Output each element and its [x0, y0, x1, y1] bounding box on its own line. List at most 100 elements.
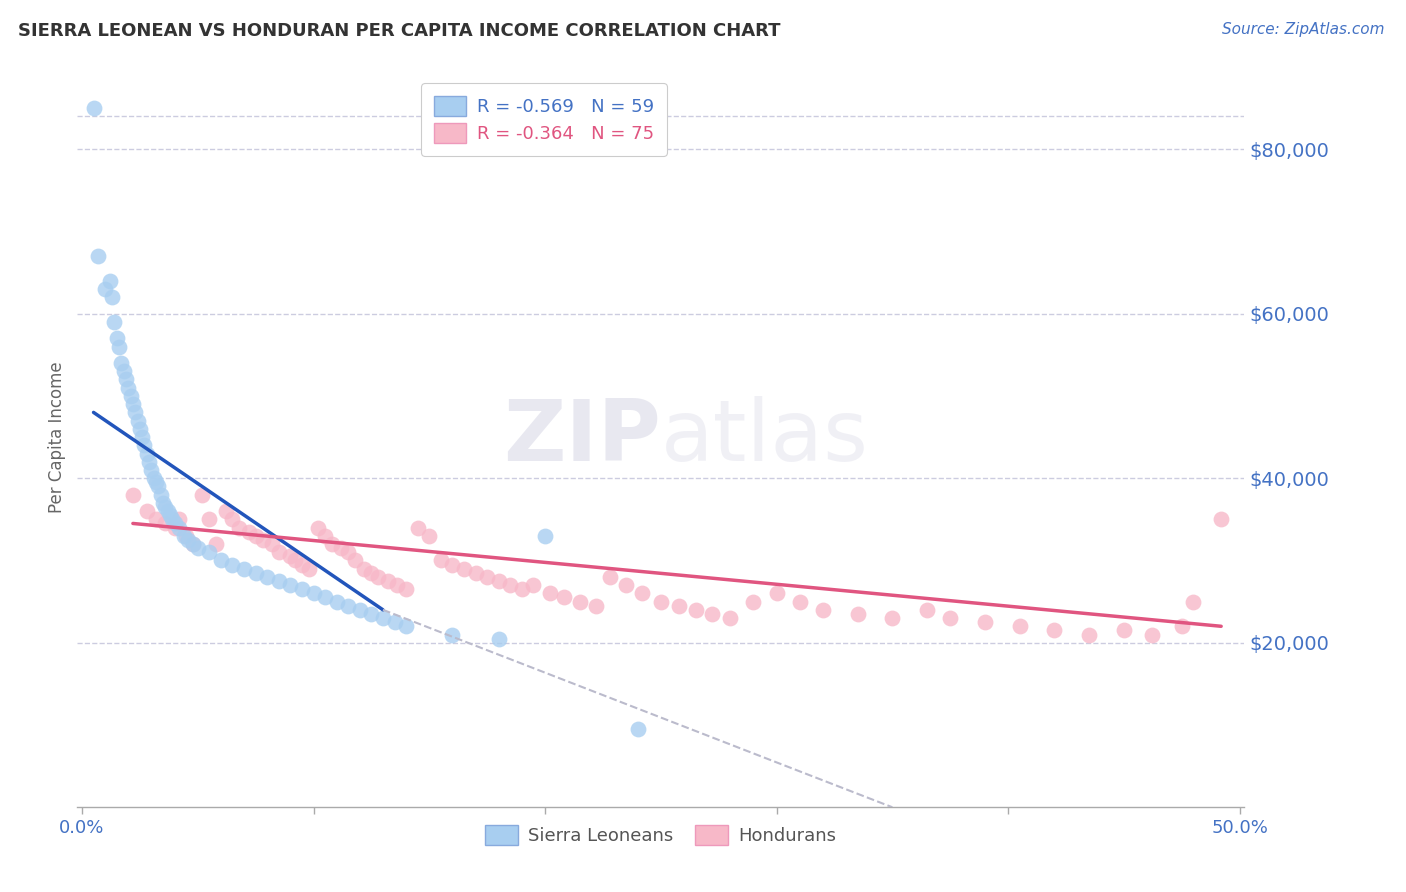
Point: [499, 578, 522, 592]
Point: [939, 611, 962, 625]
Point: [553, 591, 575, 605]
Point: [198, 545, 221, 559]
Point: [280, 549, 302, 564]
Point: [177, 533, 200, 547]
Point: [252, 533, 274, 547]
Point: [1078, 627, 1101, 641]
Point: [330, 541, 353, 555]
Point: [131, 430, 153, 444]
Point: [718, 611, 741, 625]
Point: [360, 607, 382, 621]
Point: [325, 594, 347, 608]
Point: [846, 607, 869, 621]
Point: [122, 397, 145, 411]
Point: [233, 562, 256, 576]
Point: [314, 591, 336, 605]
Point: [238, 524, 260, 539]
Point: [321, 537, 343, 551]
Point: [337, 545, 360, 559]
Point: [453, 562, 475, 576]
Point: [145, 475, 167, 490]
Point: [214, 504, 236, 518]
Point: [385, 578, 408, 592]
Point: [156, 504, 179, 518]
Point: [135, 504, 157, 518]
Point: [302, 586, 325, 600]
Point: [882, 611, 904, 625]
Point: [94, 282, 117, 296]
Point: [267, 545, 290, 559]
Point: [568, 594, 591, 608]
Point: [141, 463, 163, 477]
Point: [221, 558, 243, 572]
Point: [155, 500, 177, 514]
Point: [441, 627, 464, 641]
Point: [122, 488, 145, 502]
Point: [145, 512, 167, 526]
Point: [159, 508, 181, 523]
Point: [1211, 512, 1233, 526]
Point: [974, 615, 997, 630]
Text: atlas: atlas: [661, 395, 869, 479]
Point: [360, 566, 382, 580]
Point: [353, 562, 375, 576]
Point: [205, 537, 228, 551]
Point: [1140, 627, 1163, 641]
Point: [149, 488, 172, 502]
Point: [371, 611, 394, 625]
Point: [280, 578, 302, 592]
Point: [464, 566, 486, 580]
Point: [488, 632, 510, 646]
Point: [228, 520, 250, 534]
Point: [163, 516, 186, 531]
Text: ZIP: ZIP: [503, 395, 661, 479]
Point: [538, 586, 561, 600]
Point: [811, 603, 834, 617]
Point: [631, 586, 654, 600]
Point: [173, 529, 195, 543]
Point: [138, 455, 160, 469]
Point: [284, 553, 307, 567]
Point: [124, 405, 146, 419]
Point: [245, 566, 267, 580]
Point: [1008, 619, 1031, 633]
Point: [668, 599, 690, 613]
Point: [1182, 594, 1205, 608]
Point: [475, 570, 498, 584]
Y-axis label: Per Capita Income: Per Capita Income: [48, 361, 66, 513]
Point: [163, 520, 186, 534]
Point: [430, 553, 453, 567]
Point: [307, 520, 329, 534]
Point: [349, 603, 371, 617]
Point: [377, 574, 399, 588]
Point: [98, 274, 121, 288]
Point: [599, 570, 621, 584]
Point: [765, 586, 787, 600]
Point: [915, 603, 938, 617]
Point: [152, 496, 174, 510]
Point: [395, 619, 418, 633]
Point: [127, 414, 149, 428]
Point: [108, 340, 131, 354]
Point: [522, 578, 544, 592]
Point: [155, 516, 177, 531]
Point: [181, 537, 204, 551]
Point: [120, 389, 142, 403]
Point: [134, 438, 156, 452]
Point: [187, 541, 209, 555]
Point: [1112, 624, 1135, 638]
Point: [221, 512, 243, 526]
Point: [148, 479, 170, 493]
Point: [650, 594, 672, 608]
Point: [534, 529, 557, 543]
Point: [117, 381, 139, 395]
Point: [627, 722, 650, 736]
Point: [614, 578, 637, 592]
Point: [162, 512, 184, 526]
Point: [110, 356, 132, 370]
Point: [395, 582, 418, 597]
Point: [742, 594, 765, 608]
Point: [101, 290, 124, 304]
Point: [291, 558, 314, 572]
Point: [291, 582, 314, 597]
